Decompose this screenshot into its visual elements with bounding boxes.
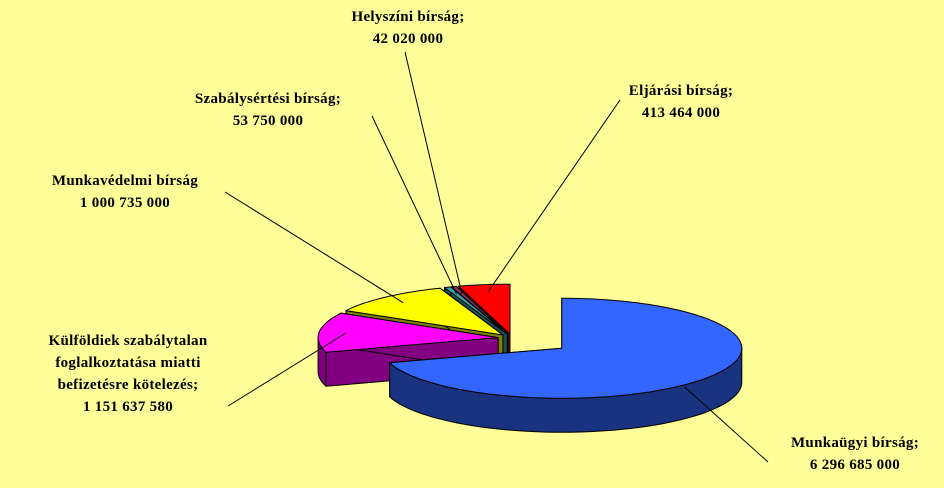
slice xyxy=(458,283,511,335)
label-value: 1 151 637 580 xyxy=(82,399,174,415)
label-category: Szabálysértési bírság; xyxy=(194,91,342,107)
leader-line xyxy=(404,51,463,294)
leader-line xyxy=(227,332,347,407)
label-category: Munkavédelmi bírság xyxy=(51,173,199,189)
data-label: Eljárási bírság; 413 464 000 xyxy=(581,80,781,124)
leader-line xyxy=(224,191,404,304)
label-category: Eljárási bírság; xyxy=(628,83,734,99)
data-label: Munkavédelmi bírság 1 000 735 000 xyxy=(15,170,235,214)
leader-line xyxy=(684,386,769,463)
label-value: 6 296 685 000 xyxy=(809,457,901,473)
label-value: 413 464 000 xyxy=(641,105,721,121)
label-value: 1 000 735 000 xyxy=(79,195,171,211)
slice xyxy=(317,312,499,353)
slice xyxy=(389,297,743,399)
label-category: Munkaügyi bírság; xyxy=(790,435,920,451)
label-category: Helyszíni bírság; xyxy=(351,9,465,25)
slice xyxy=(345,287,504,336)
data-label: Szabálysértési bírság; 53 750 000 xyxy=(158,88,378,132)
data-label: Külföldiek szabálytalan foglalkoztatása … xyxy=(44,330,212,418)
label-value: 53 750 000 xyxy=(232,113,304,129)
slice xyxy=(443,286,508,335)
label-value: 42 020 000 xyxy=(372,31,444,47)
data-label: Helyszíni bírság; 42 020 000 xyxy=(308,6,508,50)
leader-line xyxy=(371,115,458,295)
leader-line xyxy=(487,99,621,293)
data-label: Munkaügyi bírság; 6 296 685 000 xyxy=(765,432,944,476)
label-category: Külföldiek szabálytalan foglalkoztatása … xyxy=(48,333,208,393)
